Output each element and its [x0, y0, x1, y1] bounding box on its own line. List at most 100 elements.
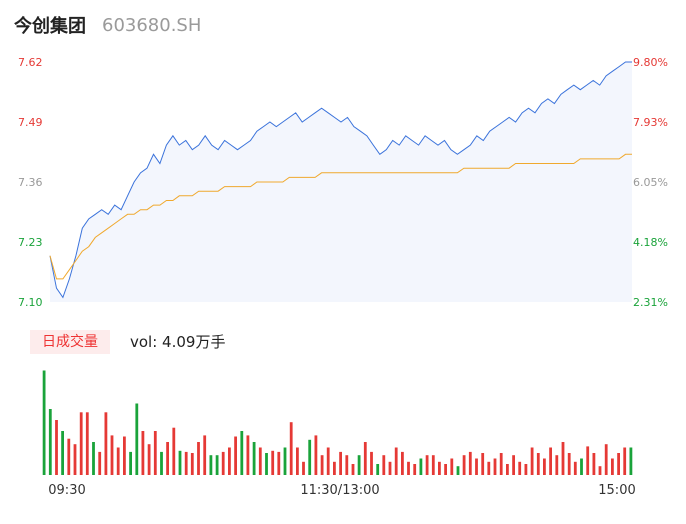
volume-bar — [258, 447, 262, 475]
volume-bar — [42, 370, 46, 475]
volume-bar — [110, 435, 114, 475]
volume-bar — [203, 435, 207, 475]
volume-bar — [197, 442, 200, 475]
volume-bar — [116, 447, 120, 475]
volume-bar — [413, 464, 417, 475]
volume-bar — [499, 453, 503, 475]
volume-bar — [73, 444, 77, 475]
volume-bar — [326, 447, 330, 475]
volume-bar — [215, 455, 219, 475]
volume-bar — [401, 451, 404, 475]
volume-bar — [67, 438, 71, 475]
volume-bar — [345, 455, 349, 475]
volume-bar — [363, 442, 367, 475]
volume-bar — [462, 455, 466, 475]
volume-bar — [580, 458, 583, 475]
volume-bar — [425, 455, 429, 475]
volume-bar — [351, 464, 355, 475]
volume-bar — [190, 453, 194, 475]
volume-bar — [302, 461, 305, 475]
volume-bar — [240, 431, 244, 475]
volume-bar — [314, 435, 318, 475]
y-axis-right-tick: 6.05% — [633, 176, 668, 189]
volume-bar — [567, 453, 571, 475]
volume-bar — [456, 466, 460, 475]
x-axis-tick: 15:00 — [598, 483, 635, 498]
volume-bar — [598, 466, 602, 475]
volume-bar — [153, 431, 157, 475]
volume-bar — [277, 451, 281, 475]
y-axis-right-tick: 4.18% — [633, 236, 668, 249]
y-axis-right-tick: 7.93% — [633, 116, 668, 129]
volume-bar — [407, 461, 410, 475]
volume-bar — [493, 458, 497, 475]
y-axis-left-tick: 7.10 — [18, 296, 43, 309]
volume-bar — [172, 427, 176, 475]
volume-bar — [543, 458, 546, 475]
header: 今创集团 603680.SH — [14, 12, 201, 38]
volume-bar — [333, 461, 336, 475]
volume-bar — [129, 451, 132, 475]
volume-bar — [450, 458, 454, 475]
price-line — [49, 61, 632, 299]
x-axis-tick: 11:30/13:00 — [300, 483, 379, 498]
volume-bar — [530, 447, 534, 475]
volume-bar — [370, 451, 373, 475]
volume-bar — [265, 453, 268, 475]
volume-bar — [178, 450, 182, 475]
volume-bar — [283, 447, 287, 475]
volume-bar — [234, 436, 237, 475]
volume-bar — [592, 453, 596, 475]
volume-bar — [289, 422, 293, 475]
volume-bar — [431, 455, 435, 475]
y-axis-left-tick: 7.36 — [18, 176, 43, 189]
volume-bar — [419, 458, 423, 475]
volume-bar — [221, 451, 225, 475]
volume-bar — [376, 464, 380, 475]
volume-bar — [555, 455, 559, 475]
volume-bar — [184, 451, 188, 475]
volume-bar — [147, 444, 151, 475]
volume-bar — [85, 412, 89, 475]
x-axis-tick: 09:30 — [48, 483, 85, 498]
volume-bar — [79, 412, 83, 475]
volume-bar — [388, 461, 392, 475]
volume-bar — [339, 451, 342, 475]
volume-bar — [382, 455, 386, 475]
volume-bar — [617, 453, 620, 475]
volume-tab[interactable]: 日成交量 — [30, 330, 110, 354]
price-area-fill — [50, 62, 632, 302]
volume-bar — [468, 451, 472, 475]
volume-bar — [246, 435, 250, 475]
y-axis-left-tick: 7.49 — [18, 116, 43, 129]
volume-bar — [524, 464, 528, 475]
volume-bar — [475, 458, 478, 475]
volume-bar — [604, 444, 608, 475]
volume-bar — [438, 461, 441, 475]
volume-bar — [104, 412, 108, 475]
volume-bar — [209, 455, 213, 475]
stock-name: 今创集团 — [14, 16, 86, 37]
volume-bar — [141, 431, 145, 475]
volume-bar — [512, 455, 515, 475]
volume-bar — [271, 450, 275, 475]
volume-bar — [623, 447, 627, 475]
volume-bar — [308, 439, 312, 475]
volume-bar — [55, 420, 58, 475]
volume-bar — [166, 442, 169, 475]
volume-bar — [561, 442, 565, 475]
volume-bar — [518, 461, 522, 475]
volume-bar — [296, 447, 299, 475]
volume-bar — [549, 447, 552, 475]
average-price-line — [49, 153, 632, 280]
volume-bar — [160, 451, 163, 475]
volume-bar — [611, 458, 614, 475]
volume-bar — [444, 464, 447, 475]
volume-bar — [573, 461, 577, 475]
volume-bar — [252, 442, 256, 475]
volume-bar — [48, 409, 52, 475]
volume-bar — [487, 461, 491, 475]
volume-bar — [92, 442, 95, 475]
volume-bar — [357, 455, 361, 475]
